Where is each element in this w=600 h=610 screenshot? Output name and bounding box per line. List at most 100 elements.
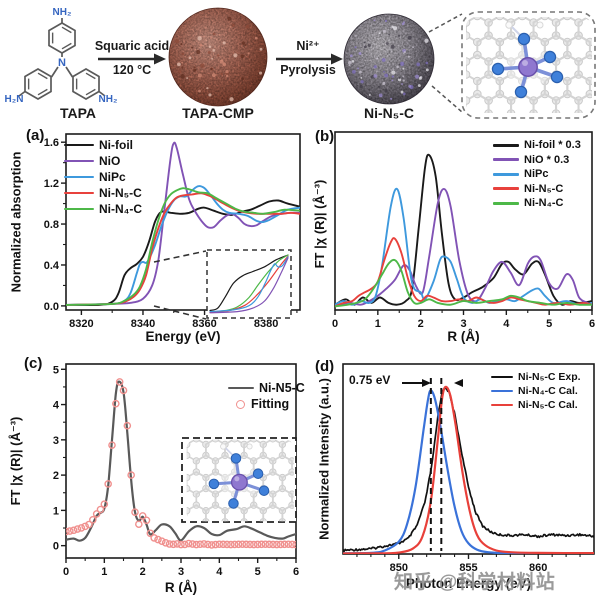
legend-swatch (493, 187, 519, 191)
legend-label: Ni-N₅-C (524, 182, 564, 195)
svg-text:0.4: 0.4 (44, 260, 60, 272)
legend-item: Ni-N₅-C Cal. (491, 398, 581, 412)
svg-text:2: 2 (418, 318, 424, 330)
panel-b: 0 1 2 3 4 5 6 (b) FT |χ (R)| (Å⁻³) R (Å) Ni-fo… (305, 122, 600, 352)
legend-label: Fitting (251, 397, 290, 411)
legend-swatch (493, 158, 519, 162)
svg-text:2: 2 (53, 470, 59, 482)
panel-a: 8320 8340 8360 8380 0.0 0.4 0.8 1.2 1.6 (a) Norm… (4, 122, 304, 352)
legend-swatch (491, 403, 513, 407)
legend-swatch (228, 386, 254, 390)
step1-reagent-label: Squaric acid (95, 39, 169, 53)
svg-text:5: 5 (53, 364, 59, 376)
reaction-scheme-graphic: NH₂ H₂N NH₂ N TAPA Squaric acid 120 °C T… (5, 7, 600, 122)
panel-d-x-axis-label: Photon Energy (eV) (405, 576, 532, 591)
legend-item: NiPc (64, 169, 142, 185)
legend-item: Fitting (228, 396, 305, 412)
legend-swatch (64, 159, 94, 163)
panel-a-legend: Ni-foil NiO NiPc Ni-N₅-C Ni-N₄-C (64, 137, 142, 217)
callout-line-bottom (431, 85, 463, 113)
svg-text:0.8: 0.8 (44, 219, 59, 231)
panel-c-legend: Ni-N5-C Fitting (228, 380, 305, 412)
photon-energy-chart: 850 855 860 (342, 363, 595, 574)
ni-n5-c-sphere (343, 13, 435, 105)
legend-label: Ni-N₄-C (524, 197, 564, 210)
svg-text:8320: 8320 (69, 318, 93, 330)
svg-text:3: 3 (460, 318, 466, 330)
legend-item: Ni-N₅-C Exp. (491, 370, 581, 384)
legend-label: NiO * 0.3 (524, 153, 570, 166)
svg-text:1: 1 (375, 318, 381, 330)
panel-d-legend: Ni-N₅-C Exp. Ni-N₄-C Cal. Ni-N₅-C Cal. (491, 370, 581, 412)
legend-swatch (64, 175, 94, 179)
svg-text:850: 850 (390, 562, 408, 574)
svg-text:1: 1 (101, 566, 107, 578)
legend-item: NiPc (493, 167, 581, 182)
legend-label: Ni-N₅-C (99, 186, 142, 200)
legend-swatch (64, 191, 94, 195)
legend-item: Ni-N₄-C (493, 196, 581, 211)
panel-b-legend: Ni-foil * 0.3 NiO * 0.3 NiPc Ni-N₅-C Ni-N₄-C (493, 138, 581, 211)
svg-text:4: 4 (216, 566, 223, 578)
legend-item: NiO (64, 153, 142, 169)
svg-text:855: 855 (459, 562, 477, 574)
svg-text:3: 3 (178, 566, 184, 578)
svg-text:3: 3 (53, 435, 59, 447)
svg-text:1.2: 1.2 (44, 178, 59, 190)
tapa-structure (18, 18, 106, 100)
svg-text:6: 6 (293, 566, 299, 578)
legend-item: Ni-foil (64, 137, 142, 153)
panel-a-x-axis-label: Energy (eV) (145, 329, 221, 344)
legend-swatch (493, 143, 519, 147)
legend-item: Ni-N₅-C (493, 182, 581, 197)
legend-item: Ni-N5-C (228, 380, 305, 396)
tapa-nh2-right-label: NH₂ (99, 94, 118, 105)
energy-shift-annotation: 0.75 eV (349, 373, 391, 387)
svg-text:8360: 8360 (192, 318, 216, 330)
panel-a-label: (a) (26, 127, 45, 144)
step2-reagent-label: Ni²⁺ (296, 39, 319, 53)
arrow-step1 (98, 53, 166, 65)
svg-text:8340: 8340 (131, 318, 155, 330)
svg-text:8380: 8380 (254, 318, 278, 330)
legend-label: Ni-N5-C (259, 381, 305, 395)
legend-label: NiPc (524, 168, 549, 181)
svg-text:5: 5 (546, 318, 552, 330)
legend-label: NiPc (99, 170, 126, 184)
tapa-cmp-sphere (168, 7, 268, 107)
legend-label: NiO (99, 154, 121, 168)
panel-c-label: (c) (24, 355, 43, 372)
svg-text:860: 860 (529, 562, 547, 574)
panel-d: 850 855 860 (d) Normalized Intensity (a.u.… (305, 352, 600, 610)
watermark: 知乎 @科学材料站 (394, 572, 556, 593)
ni-n5-c-label: Ni-N₅-C (364, 105, 414, 121)
tapa-label: TAPA (60, 105, 96, 121)
panel-c: 0 1 2 3 4 5 6 0 1 2 3 4 5 (c) FT |χ (R)| (Å⁻³) R (Å)… (4, 352, 305, 610)
tapa-h2n-left-label: H₂N (5, 94, 24, 105)
panel-d-label: (d) (315, 358, 335, 375)
exafs-fitting-chart: 0 1 2 3 4 5 6 0 1 2 3 4 5 (53, 363, 304, 578)
legend-label: Ni-N₄-C (99, 202, 143, 216)
legend-label: Ni-N₅-C Cal. (518, 399, 578, 411)
legend-item: Ni-N₄-C (64, 201, 142, 217)
svg-text:4: 4 (503, 318, 510, 330)
legend-item: Ni-N₅-C (64, 185, 142, 201)
legend-swatch (491, 389, 513, 393)
tapa-n-center-label: N (58, 57, 66, 69)
legend-label: Ni-foil (99, 138, 133, 152)
svg-text:0.0: 0.0 (44, 301, 59, 313)
exafs-comparison-chart: 0 1 2 3 4 5 6 (332, 131, 595, 330)
step2-process-label: Pyrolysis (280, 63, 336, 77)
panel-b-x-axis-label: R (Å) (447, 329, 480, 344)
svg-text:1.6: 1.6 (44, 137, 59, 149)
legend-item: Ni-N₄-C Cal. (491, 384, 581, 398)
svg-text:2: 2 (140, 566, 146, 578)
legend-label: Ni-foil * 0.3 (524, 139, 581, 152)
svg-text:5: 5 (255, 566, 261, 578)
legend-swatch (493, 201, 519, 205)
legend-swatch (236, 399, 245, 409)
step1-temp-label: 120 °C (113, 63, 151, 77)
xanes-chart: 8320 8340 8360 8380 0.0 0.4 0.8 1.2 1.6 (44, 133, 301, 330)
tapa-cmp-label: TAPA-CMP (182, 105, 254, 121)
panel-c-y-axis-label: FT |χ (R)| (Å⁻³) (8, 416, 23, 506)
